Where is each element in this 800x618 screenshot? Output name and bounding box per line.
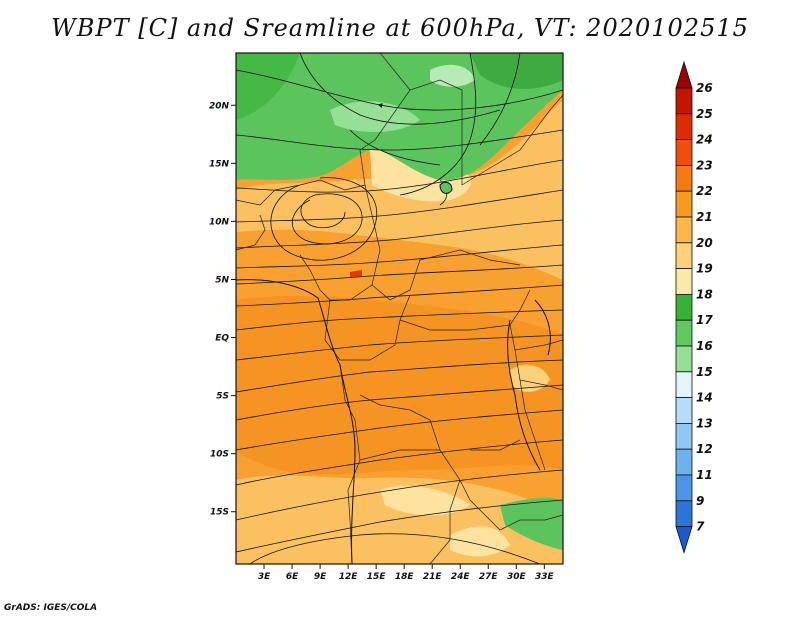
colorbar-swatch bbox=[675, 448, 693, 476]
colorbar-label: 22 bbox=[696, 184, 713, 198]
colorbar-label: 23 bbox=[696, 158, 713, 172]
colorbar-label: 26 bbox=[696, 81, 713, 95]
colorbar-swatch bbox=[675, 268, 693, 295]
colorbar-swatch bbox=[675, 113, 693, 141]
coastlines bbox=[236, 181, 551, 564]
colorbar-label: 25 bbox=[696, 107, 713, 121]
latitude-axis: 20N 15N 10N 5N EQ 5S 10S 15S bbox=[209, 101, 236, 518]
colorbar: 26 25 24 23 22 21 20 19 18 17 16 15 14 13 12 11 9 7 bbox=[675, 60, 713, 554]
map-frame bbox=[235, 52, 564, 565]
colorbar-swatch bbox=[675, 87, 693, 115]
lon-tick-label: 12E bbox=[339, 572, 359, 582]
colorbar-label: 24 bbox=[696, 133, 713, 147]
lon-tick-label: 3E bbox=[258, 572, 271, 582]
lon-tick-label: 33E bbox=[535, 572, 555, 582]
colorbar-swatch bbox=[675, 422, 693, 450]
lat-tick-label: 10S bbox=[210, 450, 229, 460]
colorbar-label: 12 bbox=[696, 442, 713, 456]
colorbar-label: 19 bbox=[696, 262, 713, 276]
colorbar-swatch bbox=[675, 164, 693, 192]
lat-tick-label: 15N bbox=[209, 159, 230, 169]
lat-tick-label: 5N bbox=[215, 275, 229, 285]
lat-tick-label: 5S bbox=[216, 392, 229, 402]
colorbar-top-arrow bbox=[675, 60, 693, 89]
grads-credit: GrADS: IGES/COLA bbox=[4, 603, 98, 613]
lon-tick-label: 6E bbox=[286, 572, 299, 582]
colorbar-label: 18 bbox=[696, 287, 713, 301]
colorbar-swatch bbox=[675, 371, 693, 398]
colorbar-label: 9 bbox=[696, 494, 704, 508]
map-title: WBPT [C] and Sreamline at 600hPa, VT: 20… bbox=[51, 14, 749, 42]
wbpt-shading bbox=[236, 53, 563, 564]
colorbar-swatch bbox=[675, 319, 693, 347]
lat-tick-label: 15S bbox=[210, 508, 229, 518]
colorbar-swatch bbox=[675, 345, 693, 373]
colorbar-label: 21 bbox=[696, 210, 713, 224]
colorbar-label: 7 bbox=[696, 520, 705, 534]
lat-tick-label: 20N bbox=[209, 101, 230, 111]
colorbar-swatch bbox=[675, 397, 693, 424]
lon-tick-label: 18E bbox=[395, 572, 415, 582]
lat-tick-label: EQ bbox=[215, 334, 229, 344]
colorbar-swatch bbox=[675, 500, 693, 527]
lat-tick-label: 10N bbox=[209, 217, 230, 227]
lon-tick-label: 9E bbox=[314, 572, 327, 582]
colorbar-label: 15 bbox=[696, 365, 713, 379]
colorbar-swatch bbox=[675, 293, 693, 321]
colorbar-label: 14 bbox=[696, 391, 713, 405]
colorbar-swatch bbox=[675, 139, 693, 166]
colorbar-label: 13 bbox=[696, 416, 713, 430]
colorbar-label: 11 bbox=[696, 468, 713, 482]
colorbar-bottom-arrow bbox=[675, 526, 693, 554]
lon-tick-label: 30E bbox=[507, 572, 527, 582]
colorbar-swatch bbox=[675, 474, 693, 502]
lon-tick-label: 21E bbox=[423, 572, 443, 582]
colorbar-label: 16 bbox=[696, 339, 713, 353]
colorbar-swatch bbox=[675, 216, 693, 244]
colorbar-label: 17 bbox=[696, 313, 713, 327]
lon-tick-label: 27E bbox=[479, 572, 499, 582]
longitude-axis: 3E 6E 9E 12E 15E 18E 21E 24E 27E 30E 33E bbox=[258, 564, 555, 582]
lon-tick-label: 15E bbox=[367, 572, 387, 582]
country-boundaries bbox=[236, 53, 563, 564]
colorbar-label: 20 bbox=[696, 236, 713, 250]
colorbar-swatch bbox=[675, 190, 693, 218]
lon-tick-label: 24E bbox=[451, 572, 471, 582]
colorbar-swatch bbox=[675, 242, 693, 270]
